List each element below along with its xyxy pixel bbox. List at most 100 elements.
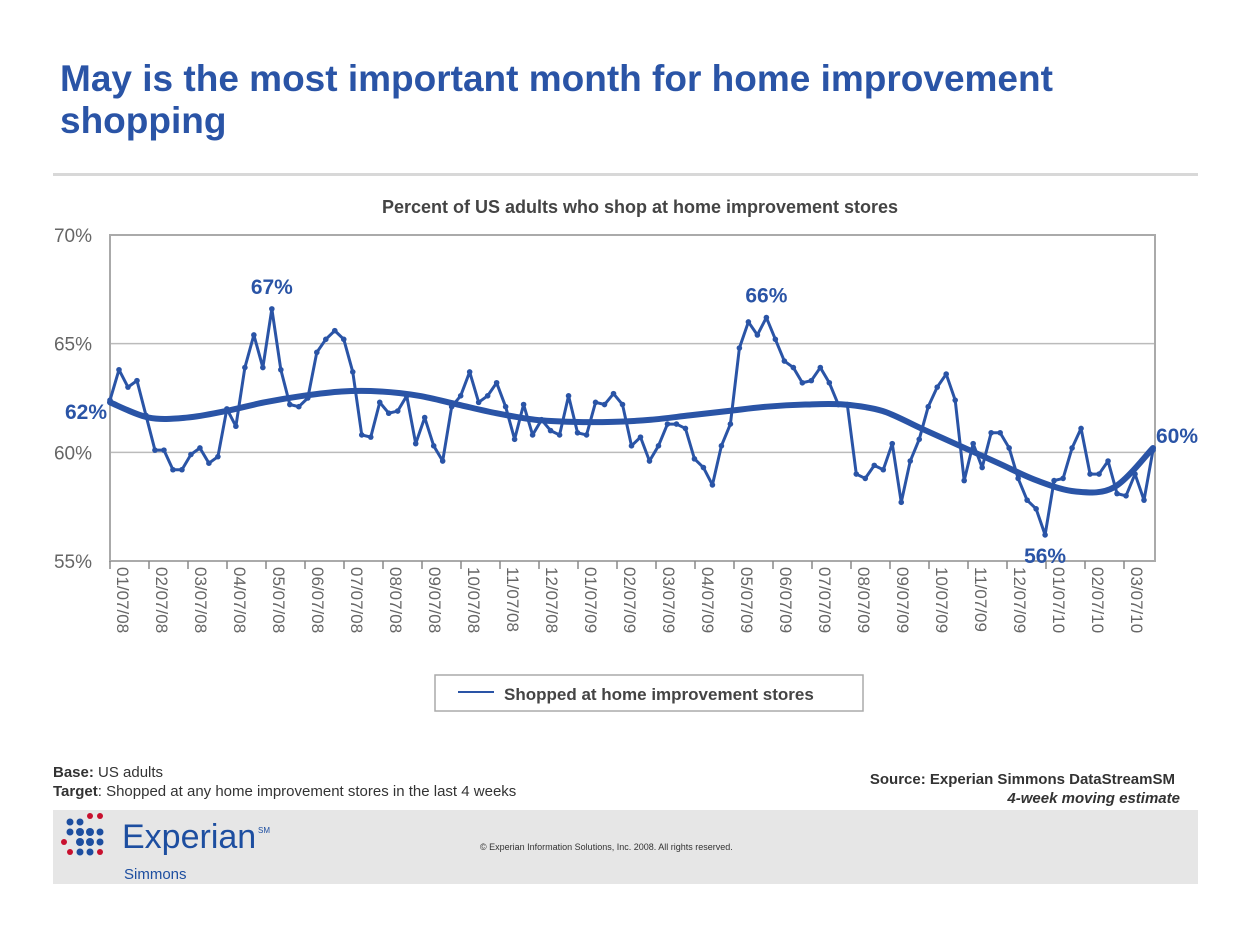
- data-point: [439, 458, 446, 464]
- x-tick-label: 01/07/10: [1049, 567, 1068, 633]
- data-point: [484, 393, 491, 399]
- data-point: [278, 366, 284, 373]
- data-point: [260, 364, 266, 371]
- data-point: [376, 399, 383, 406]
- data-point: [817, 364, 824, 371]
- base-value: US adults: [93, 764, 164, 781]
- data-point: [907, 458, 914, 464]
- data-point: [116, 366, 122, 373]
- data-label: 62%: [65, 401, 107, 424]
- data-point: [161, 447, 167, 453]
- data-point: [466, 369, 473, 375]
- data-point: [781, 358, 788, 364]
- data-point: [251, 332, 257, 338]
- data-point: [772, 336, 779, 343]
- logo-subtext: Simmons: [124, 866, 187, 883]
- data-point: [565, 393, 572, 399]
- data-point: [988, 429, 994, 436]
- data-point: [430, 443, 437, 449]
- data-point: [745, 319, 752, 325]
- data-point: [1105, 458, 1111, 464]
- x-tick-label: 09/07/08: [425, 567, 444, 633]
- logo-text: Experian: [122, 818, 257, 856]
- x-tick-label: 07/07/09: [815, 567, 834, 633]
- data-point: [296, 403, 302, 410]
- data-point: [880, 466, 887, 473]
- footer-bar: [53, 810, 1198, 884]
- data-point: [367, 434, 374, 440]
- x-tick-label: 01/07/09: [581, 567, 600, 633]
- data-point: [916, 436, 923, 443]
- data-point: [646, 458, 653, 464]
- data-label: 67%: [251, 276, 293, 299]
- data-point: [1015, 475, 1021, 482]
- data-point: [1096, 471, 1102, 477]
- data-point: [1006, 445, 1012, 451]
- x-tick-label: 03/07/09: [659, 567, 678, 633]
- data-point: [853, 471, 860, 477]
- legend-label: Shopped at home improvement stores: [504, 685, 814, 704]
- data-point: [152, 447, 158, 453]
- data-point: [592, 399, 599, 406]
- data-point: [502, 403, 509, 410]
- data-point: [934, 384, 941, 390]
- x-tick-label: 02/07/08: [152, 567, 171, 633]
- data-label: 66%: [745, 285, 787, 308]
- data-point: [197, 445, 203, 451]
- data-point: [215, 453, 221, 460]
- data-point: [718, 443, 725, 449]
- data-point: [997, 429, 1003, 436]
- data-point: [790, 364, 797, 371]
- data-point: [314, 349, 320, 356]
- data-point: [628, 443, 635, 449]
- data-point: [287, 401, 293, 408]
- data-label: 60%: [1156, 425, 1198, 448]
- x-tick-label: 02/07/10: [1088, 567, 1107, 633]
- target-value: : Shopped at any home improvement stores…: [97, 783, 517, 800]
- x-tick-label: 04/07/08: [230, 567, 249, 633]
- data-point: [691, 456, 698, 462]
- y-tick-label: 65%: [54, 335, 92, 356]
- base-label: Base:: [53, 764, 94, 781]
- data-point: [898, 499, 905, 506]
- data-point: [475, 399, 482, 406]
- data-point: [188, 451, 194, 458]
- trend-line: [107, 387, 1156, 496]
- x-tick-label: 07/07/08: [347, 567, 366, 633]
- data-point: [1123, 493, 1129, 499]
- data-point: [871, 462, 878, 469]
- legend: [434, 674, 864, 712]
- data-point: [511, 436, 518, 443]
- data-point: [754, 332, 761, 338]
- data-point: [1024, 497, 1030, 503]
- x-tick-label: 01/07/08: [113, 567, 132, 633]
- data-point: [925, 403, 932, 410]
- x-tick-label: 05/07/08: [269, 567, 288, 633]
- x-tick-label: 09/07/09: [893, 567, 912, 633]
- data-point: [763, 314, 770, 321]
- base-note: Base: US adults: [53, 764, 163, 781]
- data-point: [1033, 506, 1039, 512]
- data-point: [889, 440, 896, 447]
- data-point: [1069, 445, 1075, 451]
- experian-logo-dots: [61, 813, 104, 856]
- y-tick-label: 60%: [54, 443, 92, 464]
- data-point: [961, 477, 967, 484]
- data-point: [1078, 425, 1084, 432]
- data-point: [493, 379, 500, 386]
- data-point: [170, 466, 176, 473]
- data-point: [610, 390, 617, 397]
- data-point: [412, 440, 419, 447]
- data-point: [1060, 475, 1066, 482]
- data-point: [664, 421, 671, 427]
- x-tick-label: 02/07/09: [620, 567, 639, 633]
- logo-sm: SM: [258, 826, 270, 835]
- data-point: [637, 434, 644, 440]
- data-point: [1042, 532, 1048, 538]
- data-point: [682, 425, 689, 432]
- data-point: [547, 427, 554, 434]
- method-note: 4-week moving estimate: [1007, 790, 1180, 807]
- data-point: [1051, 477, 1057, 484]
- data-point: [1141, 497, 1147, 503]
- data-point: [134, 377, 140, 384]
